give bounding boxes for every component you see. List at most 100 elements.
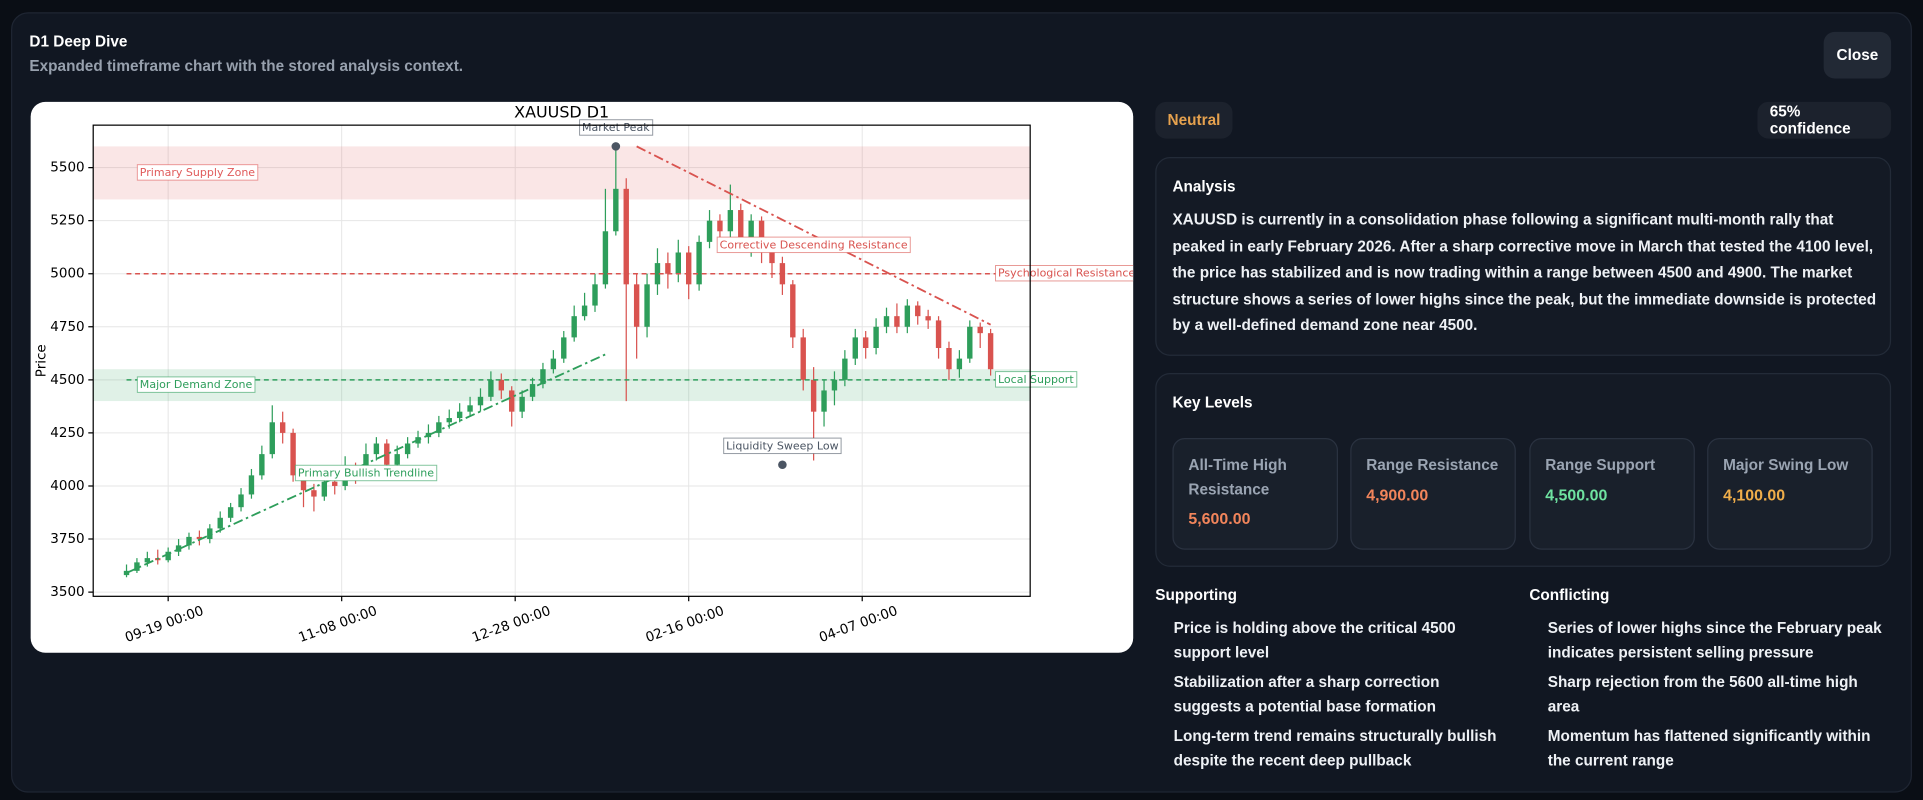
- y-tick-label: 5000: [50, 266, 84, 282]
- candle-body: [446, 418, 452, 423]
- candle-body: [581, 305, 588, 317]
- candle-body: [654, 263, 661, 285]
- marker-point: [778, 460, 787, 470]
- candle-body: [633, 284, 640, 327]
- analysis-card: [1155, 157, 1892, 356]
- y-tick-label: 5500: [50, 160, 84, 176]
- conflicting-item: Sharp rejection from the 5600 all-time h…: [1547, 673, 1858, 716]
- supporting-item: Long-term trend remains structurally bul…: [1173, 727, 1497, 770]
- candle-body: [175, 545, 182, 552]
- candle-body: [873, 326, 879, 349]
- candle-body: [529, 384, 536, 397]
- candle-body: [987, 333, 994, 370]
- key-level: Range Resistance 4,900.00: [1350, 438, 1516, 550]
- candle-body: [696, 241, 702, 285]
- y-tick-label: 4500: [50, 372, 84, 388]
- candle-body: [571, 316, 577, 338]
- candle-body: [790, 284, 796, 338]
- candle-body: [519, 396, 525, 412]
- close-button[interactable]: Close: [1823, 31, 1892, 79]
- candle-body: [592, 284, 598, 306]
- candle-body: [488, 379, 494, 397]
- candle-body: [967, 326, 973, 359]
- annotation-label: Primary Bullish Trendline: [298, 466, 434, 479]
- supporting-title: Supporting: [1155, 586, 1238, 604]
- candle-body: [956, 358, 963, 370]
- conflicting-list: Series of lower highs since the February…: [1529, 616, 1885, 778]
- candle-body: [706, 220, 713, 242]
- candle-body: [894, 316, 900, 327]
- candle-body: [269, 422, 275, 455]
- candle-body: [769, 252, 775, 264]
- x-tick-label: 02-16 00:00: [643, 603, 726, 646]
- conflicting-item: Series of lower highs since the February…: [1547, 619, 1882, 662]
- candle-body: [311, 490, 317, 497]
- label-box: [579, 119, 654, 136]
- x-tick-label: 11-08 00:00: [296, 603, 379, 646]
- candle-body: [332, 481, 338, 486]
- candle-body: [456, 411, 463, 419]
- candle-body: [946, 348, 952, 370]
- key-level-value: 4,900.00: [1366, 485, 1429, 504]
- key-level: Major Swing Low 4,100.00: [1707, 438, 1873, 550]
- modal-subtitle: Expanded timeframe chart with the stored…: [29, 57, 464, 75]
- y-tick-label: 3750: [50, 531, 84, 547]
- candle-body: [144, 558, 151, 563]
- candle-body: [217, 517, 223, 529]
- candle-body: [123, 570, 130, 576]
- x-tick-label: 12-28 00:00: [470, 603, 553, 646]
- marker-point: [611, 142, 621, 151]
- key-level-value: 5,600.00: [1188, 509, 1251, 528]
- candle-body: [425, 432, 432, 438]
- candle-body: [509, 390, 515, 412]
- label-box: [136, 376, 256, 393]
- chart: XAUUSD D1 Price 3500 3750 4000 4250 4500 4750 50…: [33, 102, 1134, 646]
- annotation-label: Liquidity Sweep Low: [726, 439, 839, 452]
- x-tick-label: 04-07 00:00: [817, 603, 900, 646]
- trendline: [636, 145, 992, 326]
- candle-body: [248, 475, 255, 495]
- candle-body: [165, 551, 171, 561]
- sentiment-badge: Neutral: [1155, 101, 1233, 139]
- candle-body: [613, 188, 619, 232]
- candle-body: [498, 379, 505, 391]
- candle-body: [925, 316, 931, 321]
- key-level: All-Time High Resistance 5,600.00: [1172, 438, 1339, 550]
- candle-body: [883, 316, 890, 327]
- label-box: [995, 371, 1078, 388]
- candle-body: [540, 369, 546, 385]
- key-level-label: Range Resistance: [1366, 456, 1499, 474]
- label-box: [723, 437, 842, 455]
- annotation-label: Local Support: [998, 373, 1074, 386]
- candle-body: [915, 305, 921, 317]
- confidence-badge: 65% confidence: [1757, 101, 1892, 139]
- y-axis-label: Price: [33, 344, 49, 377]
- candle-body: [935, 320, 942, 349]
- candle-body: [404, 443, 411, 455]
- candle-body: [977, 326, 983, 334]
- supporting-list: Price is holding above the critical 4500…: [1155, 616, 1511, 778]
- candle-body: [561, 337, 567, 359]
- candle-body: [842, 358, 848, 380]
- key-level-label: Major Swing Low: [1723, 456, 1849, 474]
- candle-body: [290, 432, 296, 476]
- candle-body: [738, 210, 744, 242]
- supporting-item: Stabilization after a sharp correction s…: [1173, 673, 1440, 716]
- key-level-value: 4,100.00: [1723, 485, 1786, 504]
- candle-body: [186, 536, 192, 546]
- candle-body: [623, 188, 629, 285]
- candle-body: [800, 337, 806, 380]
- candle-body: [831, 379, 838, 391]
- y-tick-label: 3500: [50, 584, 84, 600]
- candle-body: [904, 305, 911, 327]
- candle-body: [602, 231, 609, 285]
- x-tick-label: 09-19 00:00: [123, 603, 206, 646]
- key-level-label: Range Support: [1545, 456, 1656, 474]
- candle-body: [717, 220, 723, 232]
- analysis-text: XAUUSD is currently in a consolidation p…: [1172, 211, 1877, 334]
- candle-body: [467, 405, 473, 412]
- candle-body: [758, 220, 765, 253]
- candle-body: [675, 252, 681, 274]
- y-tick-label: 4750: [50, 319, 84, 335]
